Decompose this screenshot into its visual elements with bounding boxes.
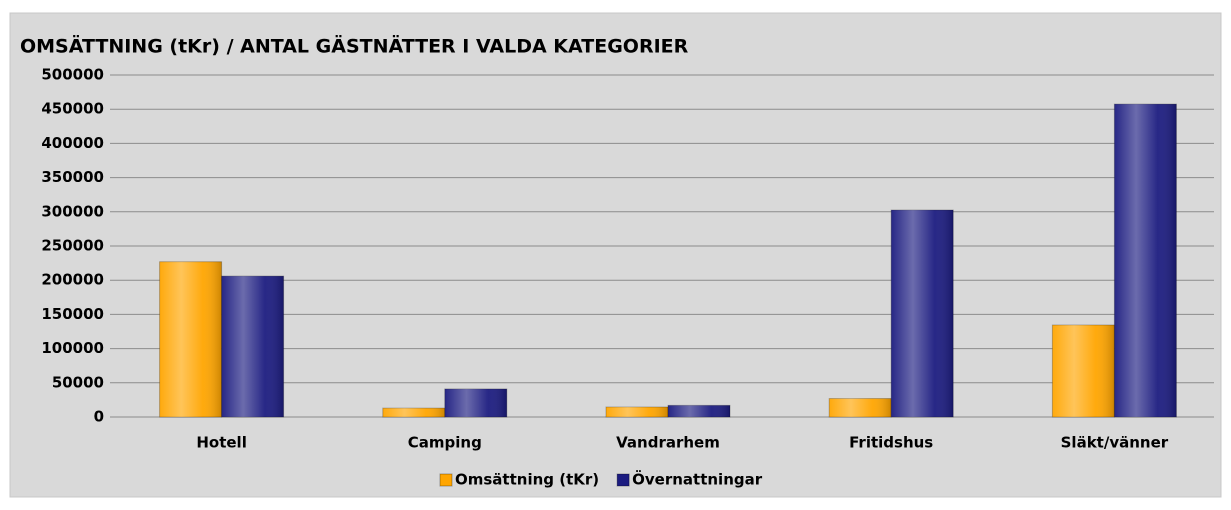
x-tick-label: Släkt/vänner <box>1061 434 1169 452</box>
y-tick-label: 150000 <box>41 305 104 323</box>
bar <box>667 404 731 418</box>
x-tick-label: Fritidshus <box>849 434 933 452</box>
x-tick-label: Hotell <box>196 434 247 452</box>
bar <box>890 209 954 418</box>
bar <box>382 407 446 418</box>
bar <box>159 261 223 418</box>
legend-label: Omsättning (tKr) <box>455 471 599 489</box>
y-tick-label: 50000 <box>52 373 104 391</box>
y-tick-label: 300000 <box>41 202 104 220</box>
bar <box>1051 324 1115 418</box>
legend-swatch <box>439 473 453 487</box>
chart-background <box>9 12 1222 498</box>
chart-title: OMSÄTTNING (tKr) / ANTAL GÄSTNÄTTER I VA… <box>20 34 689 58</box>
legend-swatch <box>616 473 630 487</box>
y-tick-label: 250000 <box>41 237 104 255</box>
y-tick-label: 350000 <box>41 168 104 186</box>
y-tick-label: 100000 <box>41 339 104 357</box>
bar <box>1113 103 1177 418</box>
bar <box>221 275 285 418</box>
bar <box>828 398 892 418</box>
y-tick-label: 0 <box>94 408 104 426</box>
x-tick-label: Vandrarhem <box>616 434 720 452</box>
x-tick-label: Camping <box>408 434 482 452</box>
y-tick-label: 400000 <box>41 134 104 152</box>
bar <box>444 388 508 418</box>
bar <box>605 406 669 418</box>
y-tick-label: 500000 <box>41 66 104 84</box>
y-tick-label: 200000 <box>41 271 104 289</box>
legend-label: Övernattningar <box>632 470 763 489</box>
y-tick-label: 450000 <box>41 100 104 118</box>
